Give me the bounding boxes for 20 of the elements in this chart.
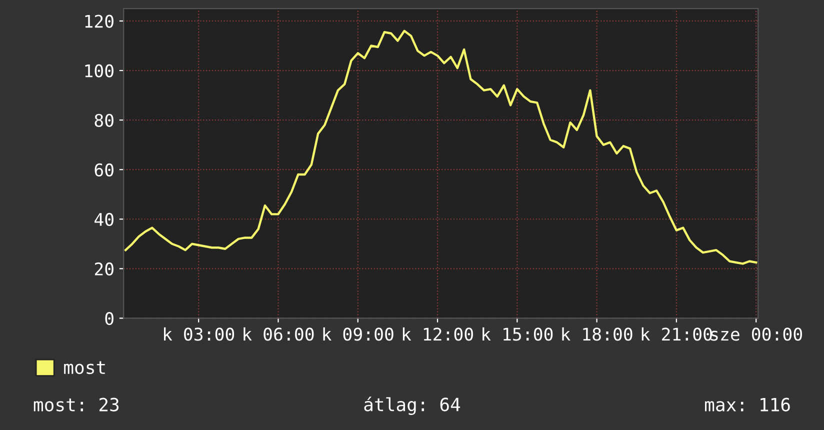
text: átlag: 64 xyxy=(364,396,460,415)
y-tick-label: 40 xyxy=(94,212,114,226)
x-tick-label: k 21:00 xyxy=(642,327,712,341)
y-tick-label: 100 xyxy=(85,64,114,78)
y-tick-label: 0 xyxy=(105,312,114,326)
y-tick-label: 120 xyxy=(85,14,114,28)
legend-label: most xyxy=(64,361,105,374)
y-tick-label: 80 xyxy=(94,114,114,127)
x-tick-label: k 12:00 xyxy=(402,327,473,341)
x-tick-label: sze 00:00 xyxy=(710,328,802,341)
x-tick-label: k 18:00 xyxy=(562,327,632,341)
text: max: 116 xyxy=(705,398,790,412)
line-series xyxy=(124,30,758,265)
y-tick-label: 20 xyxy=(94,262,114,276)
x-tick-label: k 06:00 xyxy=(244,327,314,341)
text: most: 23 xyxy=(34,398,119,412)
x-tick-label: k 03:00 xyxy=(164,327,234,341)
x-tick-label: k 15:00 xyxy=(482,327,553,341)
x-tick-label: k 09:00 xyxy=(323,327,394,341)
y-tick-label: 60 xyxy=(94,163,114,176)
